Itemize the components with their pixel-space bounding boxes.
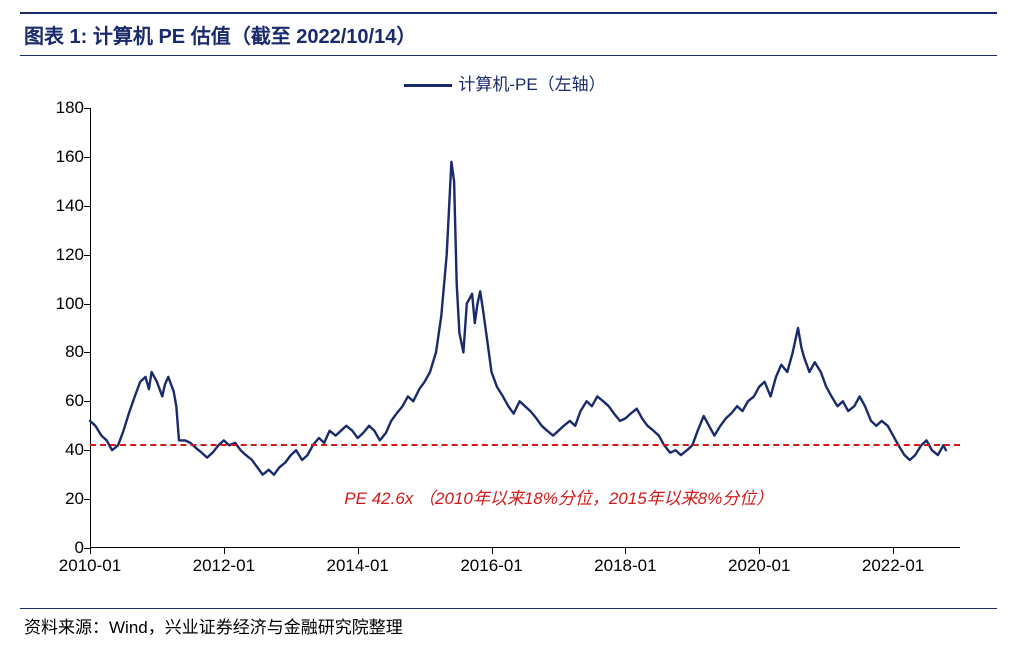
y-tick-label: 180 xyxy=(40,98,84,118)
x-tick-mark xyxy=(492,548,493,554)
x-tick-label: 2010-01 xyxy=(59,556,121,576)
y-tick-label: 60 xyxy=(40,391,84,411)
y-tick-label: 100 xyxy=(40,294,84,314)
y-tick-label: 120 xyxy=(40,245,84,265)
plot-area: PE 42.6x （2010年以来18%分位，2015年以来8%分位） 0204… xyxy=(90,108,960,548)
y-tick-label: 160 xyxy=(40,147,84,167)
line-series xyxy=(90,108,960,548)
y-tick-label: 0 xyxy=(40,538,84,558)
x-tick-label: 2012-01 xyxy=(193,556,255,576)
chart-container: 计算机-PE（左轴） PE 42.6x （2010年以来18%分位，2015年以… xyxy=(20,64,990,604)
x-tick-label: 2018-01 xyxy=(594,556,656,576)
reference-line xyxy=(90,444,960,446)
y-tick-label: 40 xyxy=(40,440,84,460)
chart-title: 图表 1: 计算机 PE 估值（截至 2022/10/14） xyxy=(20,12,997,56)
x-tick-mark xyxy=(893,548,894,554)
x-tick-mark xyxy=(625,548,626,554)
x-tick-mark xyxy=(90,548,91,554)
legend-label: 计算机-PE（左轴） xyxy=(458,75,605,94)
legend-swatch xyxy=(404,84,452,87)
x-tick-label: 2016-01 xyxy=(460,556,522,576)
x-tick-mark xyxy=(759,548,760,554)
legend: 计算机-PE（左轴） xyxy=(20,70,990,95)
x-tick-mark xyxy=(224,548,225,554)
x-tick-label: 2020-01 xyxy=(728,556,790,576)
x-tick-label: 2014-01 xyxy=(326,556,388,576)
x-tick-mark xyxy=(358,548,359,554)
y-tick-label: 80 xyxy=(40,342,84,362)
annotation-text: PE 42.6x （2010年以来18%分位，2015年以来8%分位） xyxy=(344,484,773,509)
y-tick-label: 140 xyxy=(40,196,84,216)
x-tick-label: 2022-01 xyxy=(862,556,924,576)
y-tick-label: 20 xyxy=(40,489,84,509)
source-text: 资料来源：Wind，兴业证券经济与金融研究院整理 xyxy=(20,609,997,638)
